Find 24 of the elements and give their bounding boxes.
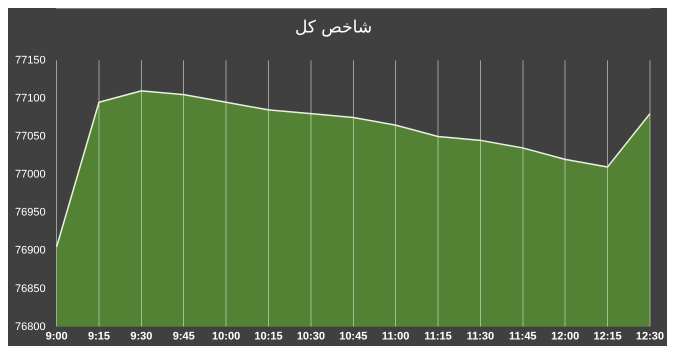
- x-tick-label: 11:30: [466, 330, 494, 342]
- y-tick-label: 76850: [14, 282, 46, 295]
- y-tick-label: 76900: [14, 244, 46, 257]
- x-tick-label: 11:00: [382, 330, 410, 342]
- y-tick-label: 77050: [14, 130, 46, 143]
- x-tick-label: 11:45: [509, 330, 537, 342]
- chart-title: شاخص کل: [294, 18, 372, 38]
- x-tick-label: 10:15: [254, 330, 283, 342]
- x-tick-label: 9:15: [88, 330, 110, 342]
- x-tick-label: 10:45: [339, 330, 368, 342]
- x-tick-label: 10:00: [212, 330, 240, 342]
- x-tick-label: 9:00: [46, 330, 68, 342]
- y-tick-label: 76950: [14, 206, 46, 219]
- y-tick-label: 76800: [14, 320, 46, 333]
- y-tick-label: 77000: [14, 168, 46, 181]
- x-tick-label: 12:30: [636, 330, 664, 342]
- x-tick-label: 12:15: [593, 330, 622, 342]
- x-tick-label: 11:15: [424, 330, 452, 342]
- x-tick-label: 10:30: [296, 330, 325, 342]
- x-tick-label: 9:30: [130, 330, 152, 342]
- y-tick-label: 77150: [14, 54, 46, 66]
- y-tick-label: 77100: [14, 92, 46, 104]
- x-tick-label: 12:00: [551, 330, 580, 342]
- x-tick-label: 9:45: [172, 330, 195, 342]
